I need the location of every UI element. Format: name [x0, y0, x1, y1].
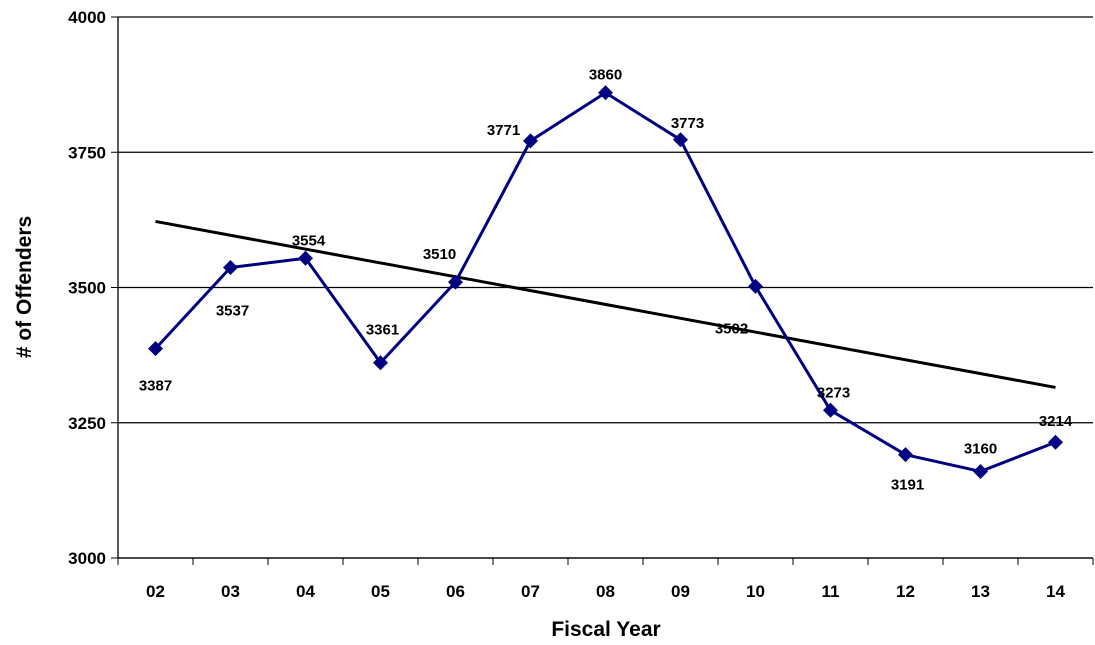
data-label-02: 3387 — [139, 378, 172, 395]
x-tick-label-02: 02 — [146, 582, 165, 601]
data-label-08: 3860 — [589, 67, 622, 84]
x-tick-label-06: 06 — [446, 582, 465, 601]
data-point-10 — [748, 278, 763, 294]
data-label-06: 3510 — [423, 246, 456, 263]
x-tick-label-04: 04 — [296, 582, 315, 601]
data-point-07 — [523, 133, 538, 149]
data-point-08 — [598, 85, 613, 101]
trendline-group — [155, 219, 1056, 389]
x-tick-label-05: 05 — [371, 582, 390, 601]
data-point-03 — [223, 259, 238, 275]
x-axis-title: Fiscal Year — [551, 618, 660, 641]
data-point-12 — [898, 447, 913, 463]
series-line — [154, 91, 1057, 473]
data-label-04: 3554 — [292, 232, 326, 249]
y-tick-label-3000: 3000 — [68, 549, 106, 568]
data-point-05 — [373, 355, 388, 371]
y-tick-label-3750: 3750 — [68, 143, 106, 162]
x-tick-label-11: 11 — [822, 582, 840, 601]
data-point-13 — [973, 463, 988, 479]
trendline — [155, 219, 1056, 389]
data-point-06 — [448, 274, 463, 290]
data-label-14: 3214 — [1039, 413, 1073, 430]
x-tick-label-08: 08 — [596, 582, 615, 601]
data-point-11 — [823, 402, 838, 418]
x-tick-label-07: 07 — [521, 582, 540, 601]
x-tick-label-14: 14 — [1046, 582, 1065, 601]
y-tick-labels: 3000 3250 3500 3750 4000 — [68, 8, 106, 568]
data-label-10: 3502 — [715, 320, 748, 337]
data-label-13: 3160 — [964, 440, 997, 457]
x-tick-label-12: 12 — [896, 582, 915, 601]
data-label-03: 3537 — [216, 302, 249, 319]
x-tick-label-10: 10 — [746, 582, 765, 601]
y-tick-label-3500: 3500 — [68, 279, 106, 298]
data-point-09 — [673, 132, 688, 148]
data-labels: 3387 3537 3554 3361 3510 3771 3860 3773 3502 3273… — [139, 67, 1073, 494]
gridlines — [111, 16, 1093, 559]
y-tick-label-4000: 4000 — [68, 8, 106, 27]
data-label-12: 3191 — [891, 477, 924, 494]
x-tick-labels: 02 03 04 05 06 07 08 09 10 11 12 13 14 — [146, 582, 1065, 601]
data-point-02 — [148, 341, 163, 357]
x-tick-label-03: 03 — [221, 582, 240, 601]
data-point-14 — [1048, 434, 1063, 450]
x-tick-label-09: 09 — [671, 582, 690, 601]
y-tick-label-3250: 3250 — [68, 414, 106, 433]
data-label-07: 3771 — [487, 122, 520, 139]
data-point-04 — [298, 250, 313, 266]
y-axis-title: # of Offenders — [13, 216, 36, 358]
x-tick-label-13: 13 — [971, 582, 990, 601]
axes — [117, 17, 1094, 565]
data-label-05: 3361 — [366, 322, 399, 339]
data-label-09: 3773 — [671, 115, 704, 132]
series-group — [148, 85, 1063, 479]
data-label-11: 3273 — [817, 384, 850, 401]
